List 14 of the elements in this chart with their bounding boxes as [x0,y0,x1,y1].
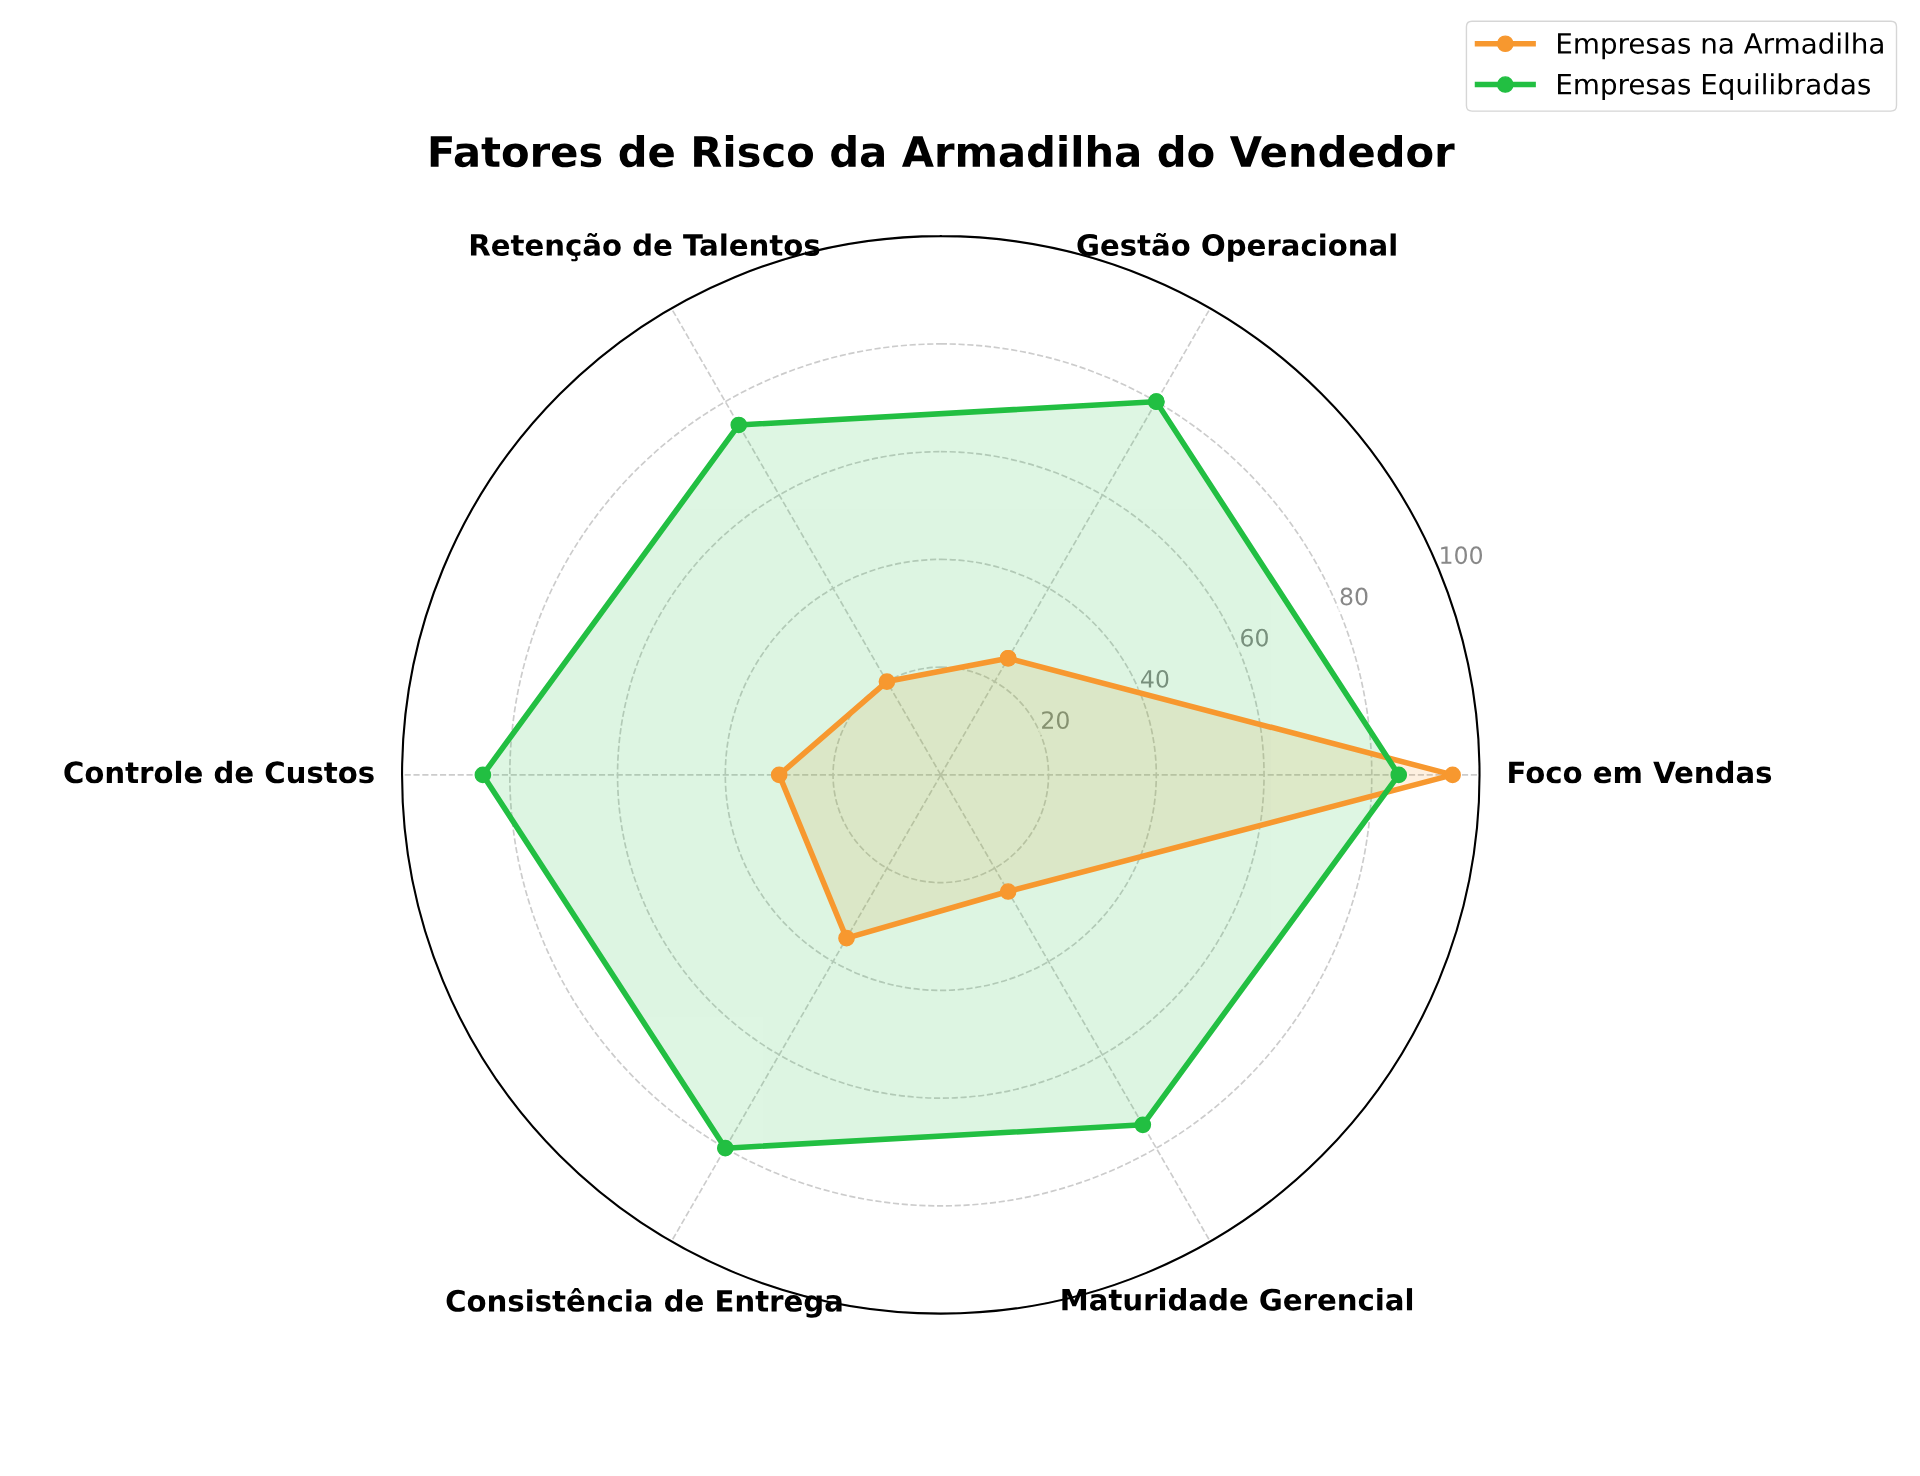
spoke-label: Consistência de Entrega [446,1288,842,1318]
spoke-label: Retenção de Talentos [470,232,820,262]
spoke-label: Controle de Custos [64,760,374,784]
y-tick-label: 40 [1141,670,1169,688]
y-tick-label: 60 [1241,628,1268,647]
legend-label: Empresas Equilibradas [1558,73,1871,101]
spoke-label: Foco em Vendas [1509,760,1772,784]
y-tick-label: 100 [1441,546,1483,565]
text: Fatores de Risco da Armadilha do Vendedor [430,135,1455,168]
legend-label: Empresas na Armadilha [1558,32,1883,60]
spoke-label: Gestão Operacional [1077,232,1396,262]
y-tick-label: 20 [1042,711,1069,730]
spoke-label: Maturidade Gerencial [1062,1288,1413,1311]
y-tick-label: 80 [1340,587,1368,606]
